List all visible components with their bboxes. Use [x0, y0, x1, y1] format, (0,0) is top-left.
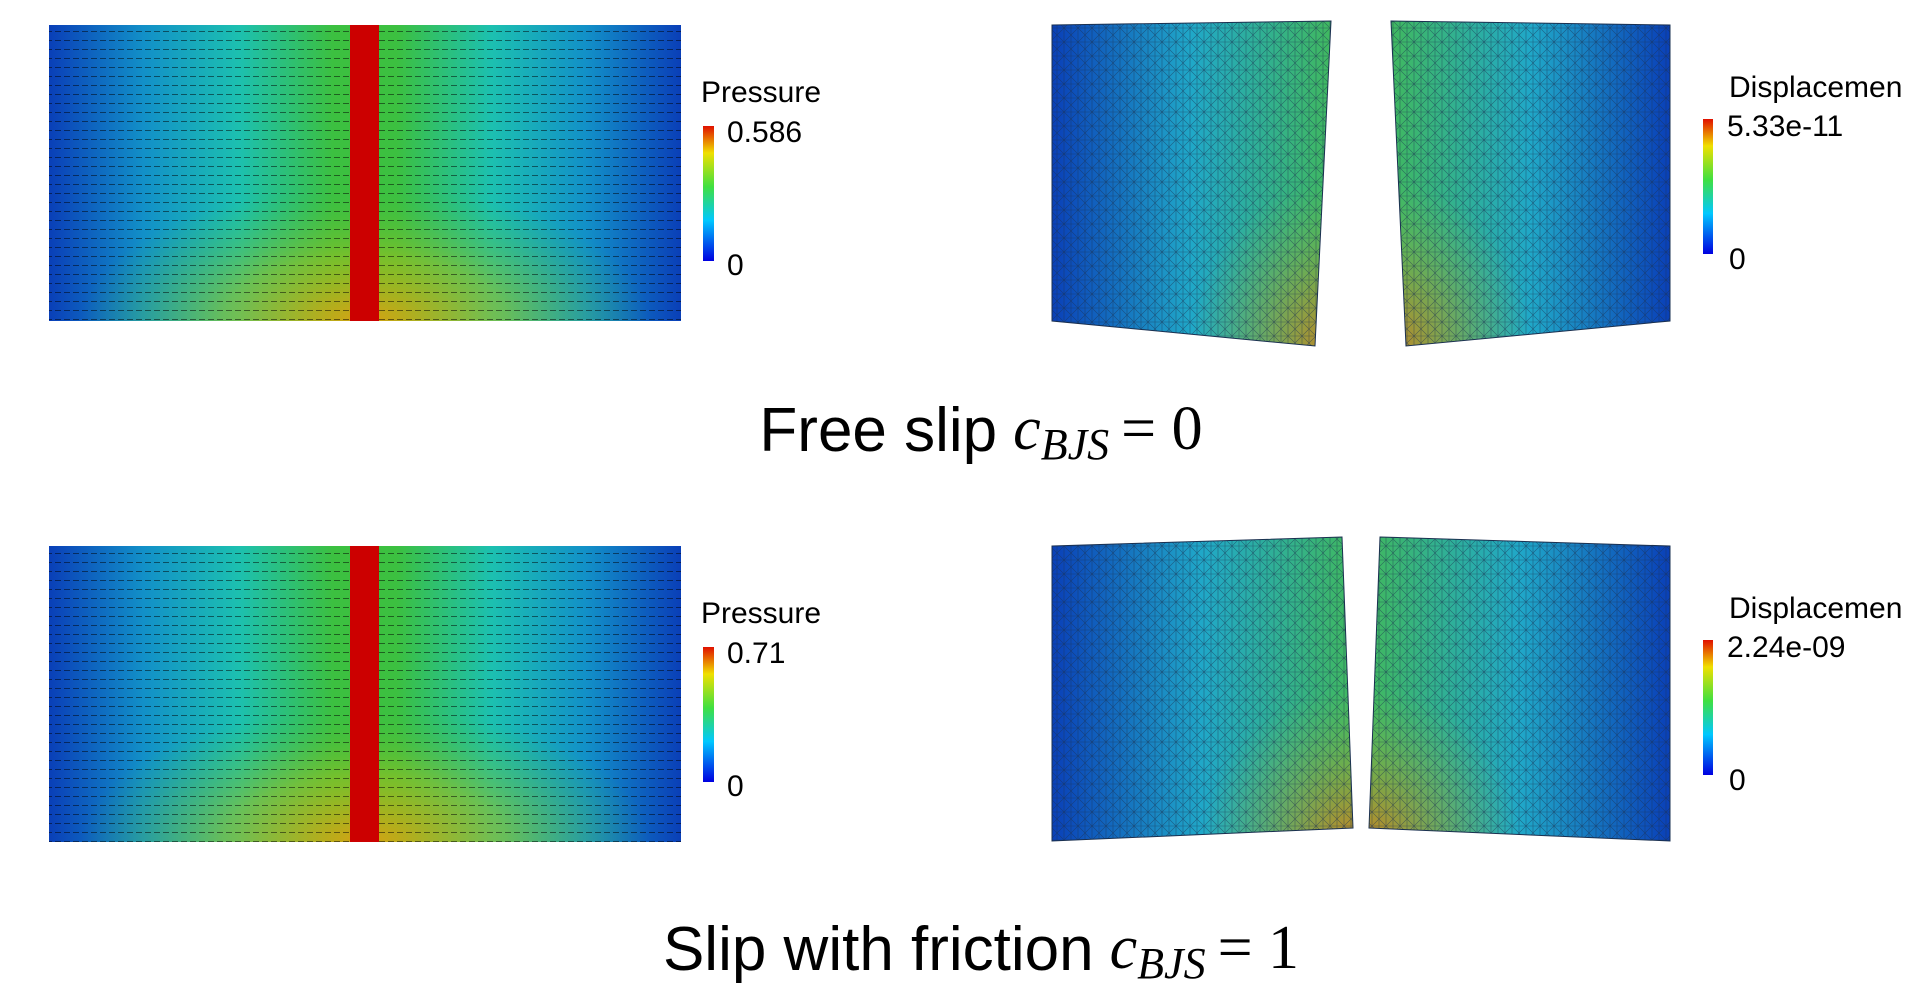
- colorbar-min: 0: [727, 770, 744, 803]
- result-row: Pressure 0.71 0 Displacemen 2.24e-09 0 Slip wi…: [49, 536, 1902, 988]
- colorbar-title: Displacemen: [1729, 592, 1902, 625]
- colorbar-max: 2.24e-09: [1727, 631, 1845, 664]
- caption-relation: = 1: [1218, 914, 1299, 982]
- colorbar-min: 0: [1729, 764, 1746, 797]
- colorbar-max: 5.33e-11: [1727, 110, 1843, 143]
- caption-relation: = 0: [1121, 395, 1202, 463]
- result-row: Pressure 0.586 0 Displacemen 5.33e-11 0 Free s…: [49, 20, 1902, 469]
- colorbar-min: 0: [727, 249, 744, 282]
- caption: Slip with friction cBJS = 1: [663, 914, 1299, 988]
- displacement-colorbar: [1703, 640, 1713, 775]
- mesh-grid: [1051, 20, 1332, 347]
- inflow-channel: [350, 546, 379, 842]
- caption-subscript: BJS: [1137, 939, 1205, 988]
- colorbar-min: 0: [1729, 243, 1746, 276]
- colorbar-title: Displacemen: [1729, 71, 1902, 104]
- colorbar-max: 0.71: [727, 637, 785, 670]
- colorbar-max: 0.586: [727, 116, 802, 149]
- caption-variable: c: [1013, 395, 1041, 463]
- caption-variable: c: [1110, 914, 1138, 982]
- pressure-colorbar: [703, 647, 714, 782]
- caption-label: Free slip: [759, 396, 997, 465]
- colorbar-title: Pressure: [701, 597, 821, 630]
- inflow-channel: [350, 25, 379, 321]
- displacement-colorbar: [1703, 119, 1713, 254]
- caption: Free slip cBJS = 0: [759, 395, 1202, 469]
- pressure-colorbar: [703, 126, 714, 261]
- colorbar-title: Pressure: [701, 76, 821, 109]
- mesh-grid: [1390, 20, 1671, 347]
- caption-subscript: BJS: [1041, 420, 1109, 469]
- mesh-grid: [1051, 536, 1354, 842]
- mesh-grid: [1368, 536, 1671, 842]
- caption-label: Slip with friction: [663, 915, 1094, 984]
